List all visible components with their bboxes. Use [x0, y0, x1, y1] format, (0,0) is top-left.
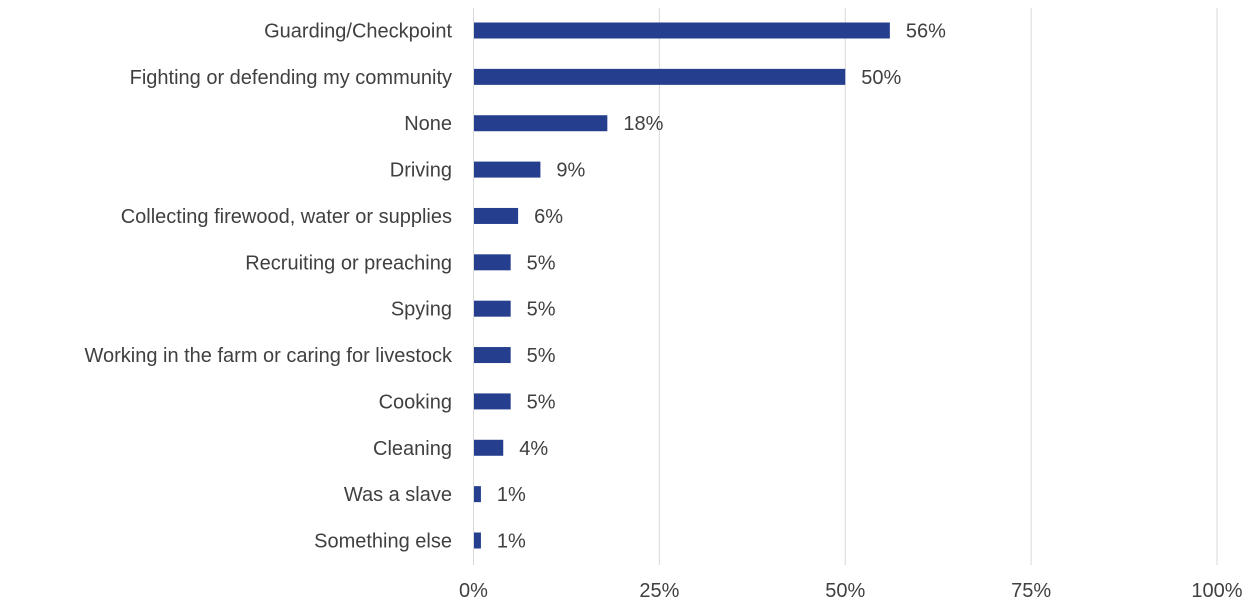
category-label: Recruiting or preaching: [245, 252, 452, 274]
data-label: 5%: [527, 299, 556, 321]
data-labels: 56% 50% 18% 9% 6% 5% 5% 5% 5% 4% 1% 1%: [497, 21, 946, 553]
data-label: 50%: [861, 67, 901, 89]
x-tick-label: 0%: [459, 580, 488, 601]
gridlines: [658, 8, 1218, 565]
data-label: 1%: [497, 484, 526, 506]
category-label: None: [404, 113, 452, 135]
category-label: Working in the farm or caring for livest…: [84, 345, 453, 367]
category-label: Collecting firewood, water or supplies: [121, 206, 452, 228]
category-label: Cleaning: [373, 438, 452, 460]
category-label: Guarding/Checkpoint: [264, 21, 452, 43]
x-tick-labels: 0% 25% 50% 75% 100%: [459, 580, 1243, 602]
bar-10: [473, 439, 504, 456]
data-label: 5%: [527, 252, 556, 274]
bar-4: [473, 161, 541, 178]
data-label: 18%: [623, 113, 663, 135]
bar-12: [473, 532, 481, 549]
x-tick-label: 50%: [825, 580, 865, 601]
bar-9: [473, 393, 511, 410]
x-tick-label: 100%: [1191, 580, 1242, 601]
category-labels: Guarding/Checkpoint Fighting or defending…: [84, 21, 453, 553]
category-label: Something else: [314, 531, 452, 553]
bar-2: [473, 68, 846, 85]
category-label: Was a slave: [344, 484, 452, 506]
category-label: Driving: [390, 160, 452, 182]
bar-6: [473, 254, 511, 271]
data-label: 1%: [497, 531, 526, 553]
bar-8: [473, 347, 511, 364]
bar-7: [473, 300, 511, 317]
category-label: Spying: [391, 299, 452, 321]
bar-11: [473, 486, 481, 503]
bars: [473, 22, 890, 549]
bar-1: [473, 22, 890, 39]
data-label: 5%: [527, 391, 556, 413]
x-tick-label: 75%: [1011, 580, 1051, 601]
data-label: 4%: [519, 438, 548, 460]
data-label: 6%: [534, 206, 563, 228]
data-label: 9%: [556, 160, 585, 182]
category-label: Cooking: [379, 391, 452, 413]
bar-5: [473, 207, 519, 224]
category-label: Fighting or defending my community: [130, 67, 452, 89]
data-label: 5%: [527, 345, 556, 367]
data-label: 56%: [906, 21, 946, 43]
x-tick-label: 25%: [639, 580, 679, 601]
bar-3: [473, 115, 608, 132]
